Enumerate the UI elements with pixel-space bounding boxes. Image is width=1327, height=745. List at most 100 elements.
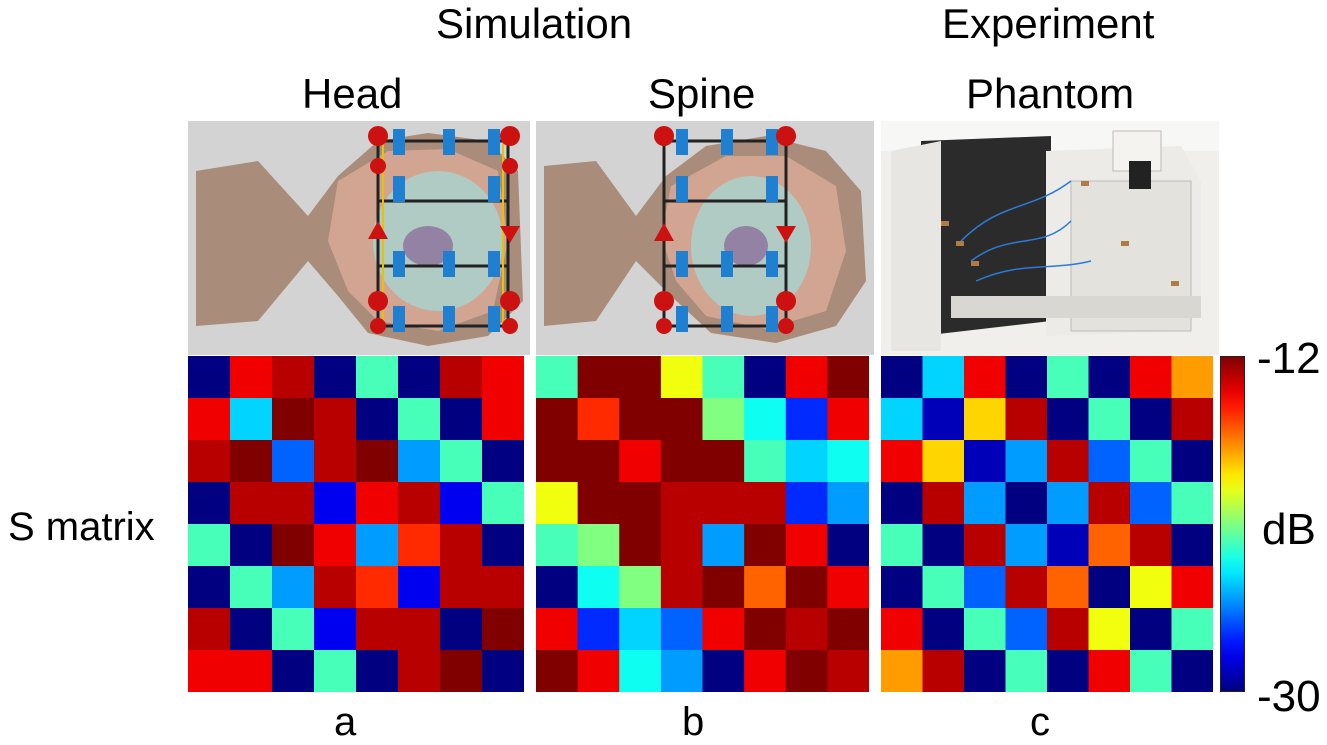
heatmap-cell: [922, 482, 965, 525]
heatmap-cell: [619, 440, 662, 483]
heatmap-cell: [188, 524, 231, 567]
heatmap-cell: [881, 398, 923, 441]
heatmap-cell: [1005, 650, 1048, 692]
heatmap-cell: [827, 356, 869, 399]
heatmap-cell: [1088, 524, 1131, 567]
heatmap-cell: [964, 356, 1006, 399]
heatmap-cell: [922, 356, 965, 399]
heatmap-cell: [1047, 566, 1089, 609]
heatmap-cell: [356, 524, 399, 567]
heatmap-cell: [356, 356, 399, 399]
heatmap-cell: [660, 650, 704, 692]
heatmap-cell: [314, 566, 357, 609]
heatmap-cell: [1171, 356, 1213, 399]
phantom-header: Phantom: [966, 70, 1135, 117]
heatmap-cell: [272, 524, 315, 567]
heatmap-cell: [577, 524, 620, 567]
heatmap-cell: [744, 482, 787, 525]
heatmap-cell: [744, 566, 787, 609]
heatmap-cell: [1130, 608, 1172, 651]
heatmap-cell: [272, 650, 315, 692]
heatmap-cell: [1088, 608, 1131, 651]
heatmap-cell: [314, 398, 357, 441]
heatmap-cell: [1171, 398, 1213, 441]
heatmap-cell: [536, 482, 579, 525]
heatmap-cell: [440, 524, 483, 567]
heatmap-cell: [1088, 650, 1131, 692]
heatmap-cell: [619, 356, 662, 399]
heatmap-cell: [398, 398, 441, 441]
heatmap-cell: [314, 440, 357, 483]
heatmap-cell: [881, 650, 923, 692]
experiment-header: Experiment: [942, 0, 1155, 47]
heatmap-cell: [188, 650, 231, 692]
heatmap-cell: [230, 440, 273, 483]
heatmap-cell: [1130, 524, 1172, 567]
heatmap-cell: [1130, 398, 1172, 441]
heatmap-cell: [744, 440, 787, 483]
heatmap-cell: [398, 356, 441, 399]
heatmap-cell: [1130, 650, 1172, 692]
heatmap-cell: [1171, 482, 1213, 525]
heatmap-cell: [272, 482, 315, 525]
heatmap-cell: [922, 524, 965, 567]
heatmap-cell: [922, 608, 965, 651]
heatmap-cell: [356, 440, 399, 483]
heatmap-cell: [1171, 566, 1213, 609]
heatmap-cell: [398, 524, 441, 567]
heatmap-cell: [398, 650, 441, 692]
heatmap-cell: [577, 566, 620, 609]
heatmap-cell: [314, 482, 357, 525]
heatmap-cell: [482, 356, 524, 399]
head-simulation-image: [188, 121, 530, 355]
heatmap-cell: [577, 440, 620, 483]
heatmap-cell: [440, 356, 483, 399]
heatmap-cell: [922, 650, 965, 692]
heatmap-cell: [785, 356, 828, 399]
heatmap-cell: [619, 398, 662, 441]
s-matrix-heatmap-phantom: [881, 356, 1213, 692]
heatmap-cell: [230, 398, 273, 441]
heatmap-cell: [922, 398, 965, 441]
heatmap-cell: [1047, 356, 1089, 399]
heatmap-cell: [398, 566, 441, 609]
heatmap-cell: [702, 650, 745, 692]
heatmap-cell: [744, 398, 787, 441]
heatmap-cell: [577, 398, 620, 441]
heatmap-cell: [188, 482, 231, 525]
heatmap-cell: [1047, 440, 1089, 483]
heatmap-cell: [577, 356, 620, 399]
heatmap-cell: [660, 524, 704, 567]
heatmap-cell: [230, 650, 273, 692]
heatmap-cell: [272, 440, 315, 483]
heatmap-cell: [482, 608, 524, 651]
heatmap-cell: [619, 608, 662, 651]
heatmap-cell: [314, 356, 357, 399]
heatmap-cell: [1171, 650, 1213, 692]
heatmap-cell: [785, 398, 828, 441]
heatmap-cell: [1130, 356, 1172, 399]
heatmap-cell: [702, 608, 745, 651]
heatmap-cell: [827, 608, 869, 651]
heatmap-cell: [440, 440, 483, 483]
heatmap-cell: [230, 482, 273, 525]
heatmap-cell: [230, 566, 273, 609]
heatmap-cell: [827, 524, 869, 567]
heatmap-cell: [1047, 482, 1089, 525]
head-header: Head: [302, 70, 403, 117]
heatmap-cell: [619, 482, 662, 525]
s-matrix-heatmap-spine: [536, 356, 869, 692]
heatmap-cell: [1005, 398, 1048, 441]
heatmap-cell: [536, 356, 579, 399]
heatmap-cell: [1047, 524, 1089, 567]
heatmap-cell: [536, 566, 579, 609]
heatmap-cell: [881, 440, 923, 483]
heatmap-cell: [785, 482, 828, 525]
spine-simulation-image: [536, 121, 874, 355]
heatmap-cell: [702, 524, 745, 567]
heatmap-cell: [702, 482, 745, 525]
heatmap-cell: [230, 524, 273, 567]
heatmap-cell: [785, 650, 828, 692]
heatmap-cell: [1005, 356, 1048, 399]
heatmap-cell: [785, 566, 828, 609]
